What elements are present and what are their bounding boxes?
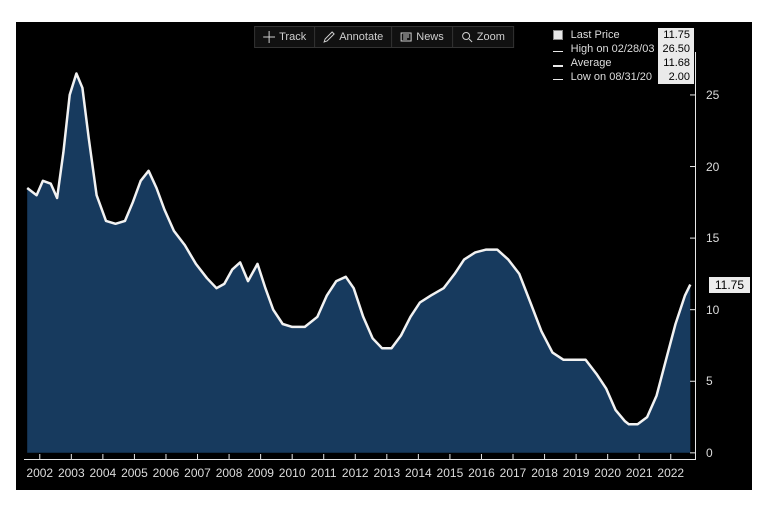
- toolbar-news[interactable]: News: [392, 27, 453, 47]
- x-tick-label: 2021: [626, 466, 653, 480]
- x-tick-label: 2003: [58, 466, 85, 480]
- x-tick-label: 2022: [657, 466, 684, 480]
- news-icon: [400, 31, 412, 43]
- y-tick-label: 5: [706, 374, 713, 388]
- x-tick-label: 2004: [90, 466, 117, 480]
- x-tick-label: 2002: [26, 466, 53, 480]
- x-tick-label: 2012: [342, 466, 369, 480]
- last-price-value: 11.75: [715, 278, 744, 292]
- chart-frame: Track Annotate News Zoom Last Price11.75…: [16, 22, 752, 490]
- toolbar-annotate[interactable]: Annotate: [315, 27, 392, 47]
- y-axis: 0 5 10 15 20 25: [696, 52, 752, 460]
- zoom-icon: [461, 31, 473, 43]
- x-tick-label: 2013: [373, 466, 400, 480]
- y-tick-label: 15: [706, 231, 719, 245]
- x-tick-label: 2020: [594, 466, 621, 480]
- legend-value: 11.75: [658, 28, 694, 42]
- x-tick-label: 2011: [311, 466, 337, 480]
- last-price-label: 11.75: [709, 277, 750, 293]
- x-tick-label: 2009: [247, 466, 274, 480]
- x-tick-label: 2018: [531, 466, 558, 480]
- crosshair-icon: [263, 31, 275, 43]
- x-tick-label: 2008: [216, 466, 243, 480]
- legend-label: Last Price: [567, 28, 659, 42]
- x-tick-label: 2005: [121, 466, 148, 480]
- x-tick-label: 2017: [500, 466, 527, 480]
- y-tick-label: 10: [706, 303, 719, 317]
- y-tick-label: 20: [706, 160, 719, 174]
- chart-plot-area[interactable]: [24, 52, 696, 460]
- x-axis: 2002 2003 2004 2005 2006 2007 2008 2009 2010 2011…: [24, 466, 696, 484]
- x-tick-label: 2006: [153, 466, 180, 480]
- toolbar-zoom[interactable]: Zoom: [453, 27, 513, 47]
- toolbar-annotate-label: Annotate: [339, 31, 383, 43]
- x-tick-label: 2010: [279, 466, 306, 480]
- toolbar-track[interactable]: Track: [255, 27, 315, 47]
- legend-row: Last Price11.75: [549, 28, 694, 42]
- toolbar-news-label: News: [416, 31, 444, 43]
- x-tick-label: 2007: [184, 466, 211, 480]
- x-tick-label: 2015: [437, 466, 464, 480]
- y-tick-label: 25: [706, 88, 719, 102]
- chart-svg: [24, 52, 696, 460]
- pencil-icon: [323, 31, 335, 43]
- legend-swatch: [553, 30, 563, 40]
- y-tick-label: 0: [706, 446, 713, 460]
- area-fill: [27, 74, 690, 453]
- x-tick-label: 2019: [563, 466, 590, 480]
- toolbar-zoom-label: Zoom: [477, 31, 505, 43]
- x-tick-label: 2016: [468, 466, 495, 480]
- chart-toolbar: Track Annotate News Zoom: [254, 26, 514, 48]
- toolbar-track-label: Track: [279, 31, 306, 43]
- x-tick-label: 2014: [405, 466, 432, 480]
